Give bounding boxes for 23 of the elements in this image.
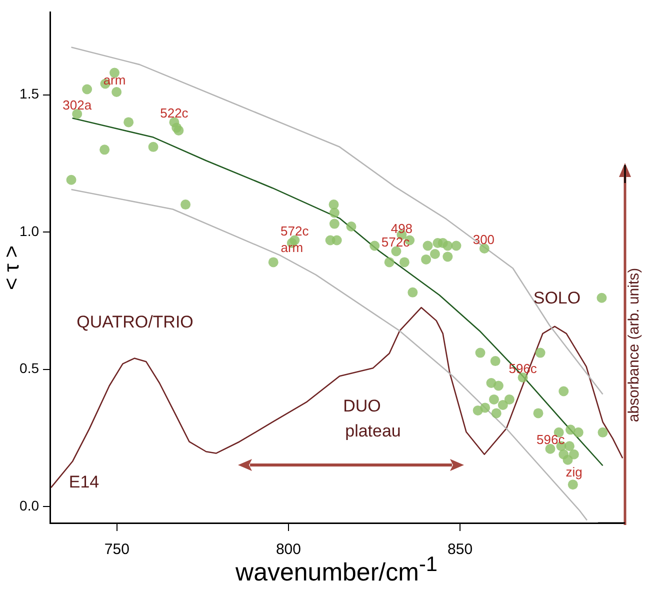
y2-axis-title: absorbance (arb. units) [626,268,642,422]
annotation: E14 [68,472,100,492]
annotation: QUATRO/TRIO [76,312,194,332]
x-tick-label: 750 [104,541,130,558]
annotation: 572c [280,224,310,239]
annotation: 596c [536,432,566,448]
y-tick-label: 0.0 [20,497,40,514]
annotation: arm [280,240,304,256]
annotation: 300 [472,232,495,247]
y-tick-label: 0.5 [20,360,40,376]
y-tick-label: 1.0 [20,222,40,239]
annotation: 522c [160,106,189,121]
y-tick-label: 1.5 [20,86,40,102]
annotation: 572c [381,234,410,250]
annotation: 498 [390,220,413,236]
annotation: 302a [62,97,92,112]
annotation: zig [566,464,582,480]
x-tick-label: 850 [448,541,473,558]
annotation: SOLO [533,288,581,308]
annotation: plateau [345,422,401,441]
annotation: DUO [343,396,381,416]
y-axis-title: < τ > [0,245,24,290]
annotation: arm [103,72,126,88]
